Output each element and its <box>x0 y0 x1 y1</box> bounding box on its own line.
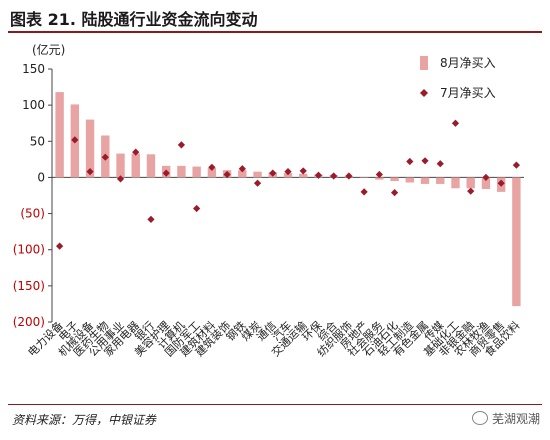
marker-jul-9 <box>193 204 201 213</box>
y-tick-label: 50 <box>30 134 45 148</box>
legend-bar-swatch <box>420 56 428 70</box>
legend-marker-label: 7月净买入 <box>440 86 496 100</box>
marker-jul-23 <box>406 157 414 166</box>
bar-aug-0 <box>55 92 64 178</box>
marker-jul-1 <box>71 136 79 144</box>
bar-aug-15 <box>283 173 293 178</box>
y-tick-label: (50) <box>20 207 45 221</box>
marker-jul-5 <box>132 148 140 156</box>
marker-jul-22 <box>390 189 399 197</box>
bar-aug-6 <box>146 154 156 178</box>
y-tick-label: 0 <box>37 170 45 184</box>
footer-rule <box>8 404 542 405</box>
y-axis-label: (亿元) <box>32 42 65 57</box>
bar-aug-8 <box>177 165 186 178</box>
bar-aug-26 <box>451 177 460 189</box>
marker-jul-6 <box>147 215 155 223</box>
flow-chart: (亿元)150100500(50)(100)(150)(200)电力设备电子机械… <box>13 42 524 359</box>
bar-aug-5 <box>131 153 140 178</box>
title-rule <box>8 31 542 33</box>
marker-jul-24 <box>421 157 429 165</box>
brand-label: 芜湖观潮 <box>491 412 540 426</box>
bar-aug-20 <box>359 177 369 178</box>
y-tick-label: 150 <box>22 62 45 76</box>
bar-aug-27 <box>466 177 475 189</box>
source-note: 资料来源：万得，中银证券 <box>12 413 157 427</box>
bar-aug-23 <box>405 177 414 183</box>
bar-aug-25 <box>436 177 445 184</box>
marker-jul-21 <box>375 170 383 179</box>
marker-jul-7 <box>162 169 170 177</box>
bar-aug-10 <box>207 168 217 178</box>
marker-jul-8 <box>177 141 186 149</box>
marker-jul-15 <box>284 168 292 176</box>
marker-jul-17 <box>314 171 323 179</box>
marker-jul-26 <box>451 119 460 127</box>
marker-jul-27 <box>467 187 475 195</box>
marker-jul-13 <box>253 179 262 187</box>
bar-aug-24 <box>420 177 430 184</box>
marker-jul-30 <box>512 161 520 169</box>
marker-jul-11 <box>223 170 231 179</box>
bar-aug-2 <box>85 119 95 178</box>
bar-aug-12 <box>238 170 247 178</box>
legend-bar-label: 8月净买入 <box>440 56 496 70</box>
legend-marker-swatch <box>420 89 428 97</box>
marker-jul-16 <box>299 167 307 175</box>
marker-jul-29 <box>497 179 505 187</box>
marker-jul-19 <box>345 172 353 180</box>
y-tick-label: (200) <box>13 315 45 329</box>
marker-jul-20 <box>360 188 368 196</box>
bar-aug-9 <box>192 166 201 178</box>
marker-jul-0 <box>56 242 64 250</box>
y-tick-label: (150) <box>13 279 45 293</box>
y-tick-label: (100) <box>13 243 45 257</box>
brand-watermark: 芜湖观潮 <box>471 410 540 427</box>
bar-aug-21 <box>375 177 384 180</box>
wechat-icon <box>471 411 488 425</box>
marker-jul-12 <box>238 165 246 173</box>
marker-jul-25 <box>436 160 444 168</box>
bar-aug-13 <box>253 171 262 178</box>
figure-title: 图表 21. 陆股通行业资金流向变动 <box>10 10 258 29</box>
marker-jul-28 <box>482 173 490 182</box>
marker-jul-18 <box>330 172 338 180</box>
marker-jul-3 <box>101 153 109 161</box>
bar-aug-16 <box>299 173 308 178</box>
bar-aug-4 <box>116 153 125 178</box>
marker-jul-4 <box>116 175 125 183</box>
bar-aug-30 <box>512 177 521 307</box>
marker-jul-10 <box>208 163 216 171</box>
bar-aug-28 <box>481 177 491 189</box>
bar-aug-22 <box>390 177 399 182</box>
y-tick-label: 100 <box>22 98 45 112</box>
marker-jul-14 <box>269 169 277 177</box>
marker-jul-2 <box>86 168 94 176</box>
